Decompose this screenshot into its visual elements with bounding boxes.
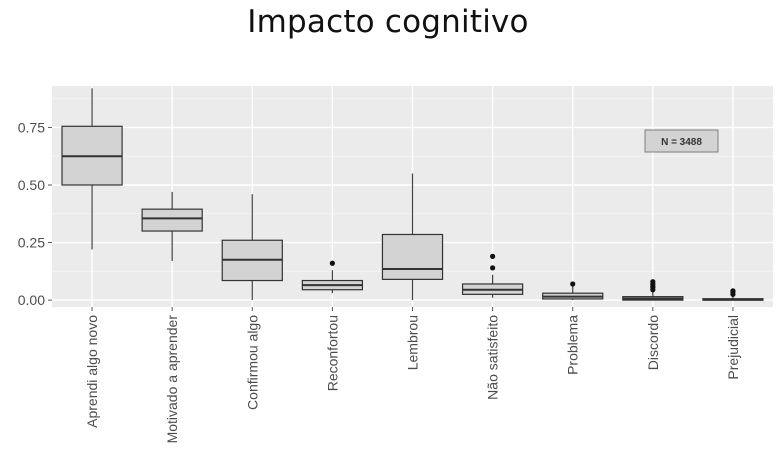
y-tick-label: 0.25 [18,235,45,251]
x-tick-label: Aprendi algo novo [84,315,100,428]
outlier-point [490,253,496,259]
y-axis: 0.00 0.25 0.50 0.75 [18,119,52,308]
outlier-point [730,288,736,294]
x-tick-label: Discordo [645,315,661,370]
y-tick-label: 0.00 [18,292,45,308]
box-8 [622,279,684,301]
chart-title: Impacto cognitivo [247,4,529,40]
outlier-point [329,260,335,266]
x-axis: Aprendi algo novo Motivado a aprender Conf… [84,307,741,443]
box-9 [702,288,764,301]
x-tick-label: Confirmou algo [244,315,260,410]
box-5 [381,173,444,301]
outlier-point [570,281,576,287]
outlier-point [490,265,496,271]
annotation-bg [644,129,719,153]
box-body [141,208,203,232]
y-tick-label: 0.50 [18,177,45,193]
boxes [61,88,764,301]
box-2 [141,191,203,261]
x-tick-label: Não satisfeito [485,315,501,400]
box-3 [221,194,283,301]
box-1 [61,88,123,250]
annotation-box: N = 3488 [644,129,719,153]
x-tick-label: Problema [565,315,581,375]
box-7 [542,281,604,301]
x-tick-label: Motivado a aprender [164,315,180,444]
x-tick-label: Reconfortou [324,315,340,391]
x-tick-label: Prejudicial [725,315,741,380]
outlier-point [650,279,656,285]
box-6 [461,253,524,298]
box-4 [301,260,364,294]
x-tick-label: Lembrou [405,315,421,370]
y-tick-label: 0.75 [18,119,45,135]
box-body [381,233,444,280]
annotation-label: N = 3488 [661,137,702,148]
